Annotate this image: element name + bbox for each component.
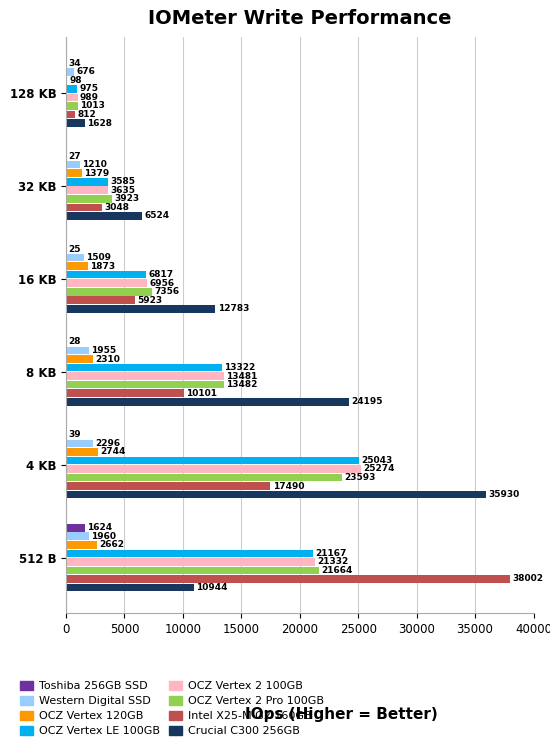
Text: 13481: 13481 [226,372,257,381]
Bar [66,456,359,465]
Text: 35930: 35930 [488,490,520,499]
Bar [66,186,108,194]
Bar [66,271,146,278]
Bar [66,398,349,405]
Text: 21664: 21664 [322,566,353,575]
Bar [66,169,82,177]
Bar [66,491,486,498]
Text: 25: 25 [69,245,81,254]
Text: 1509: 1509 [86,253,111,262]
Bar [66,76,67,84]
Bar [66,381,223,388]
Text: 6956: 6956 [150,279,175,288]
Bar [66,558,315,565]
Bar [66,567,319,574]
Text: 1955: 1955 [91,346,116,355]
Bar [66,288,152,295]
Text: 1210: 1210 [82,160,107,169]
Text: 3923: 3923 [114,194,139,203]
Text: 1873: 1873 [90,262,116,271]
Text: 21332: 21332 [318,557,349,566]
Text: 2296: 2296 [95,439,120,448]
Bar [66,94,78,101]
Bar [66,212,142,220]
Text: 3048: 3048 [104,203,129,212]
Bar [66,102,78,110]
Bar [66,465,361,473]
Bar [66,85,78,93]
Text: 25274: 25274 [364,465,395,473]
Bar [66,203,102,211]
Text: 676: 676 [76,67,95,76]
Bar [66,482,271,490]
Text: 39: 39 [69,430,81,439]
Bar [66,178,108,186]
Text: 13482: 13482 [226,380,257,389]
Text: 2310: 2310 [95,355,120,364]
Text: 989: 989 [80,93,99,102]
Bar [66,583,194,592]
Bar [66,550,314,557]
Text: 98: 98 [69,76,82,85]
Bar [66,541,97,548]
Text: 25043: 25043 [361,456,392,465]
Bar [66,448,98,456]
Text: 2744: 2744 [101,447,126,456]
Bar [66,296,135,304]
Text: 6524: 6524 [145,212,170,221]
Text: 1624: 1624 [87,523,112,533]
Text: 27: 27 [69,152,81,161]
Bar [66,119,85,127]
Text: 23593: 23593 [344,473,376,482]
Text: 17490: 17490 [273,482,304,491]
Text: 3635: 3635 [111,186,136,194]
Text: 13322: 13322 [224,363,255,372]
Bar [66,305,216,313]
Bar [66,390,184,397]
Title: IOMeter Write Performance: IOMeter Write Performance [148,8,452,28]
Text: 3585: 3585 [110,177,135,186]
Bar [66,373,223,380]
Bar [66,111,75,118]
Text: IOps (Higher = Better): IOps (Higher = Better) [245,707,437,722]
Text: 975: 975 [80,85,99,94]
Text: 28: 28 [69,337,81,346]
Legend: Toshiba 256GB SSD, Western Digital SSD, OCZ Vertex 120GB, OCZ Vertex LE 100GB, O: Toshiba 256GB SSD, Western Digital SSD, … [15,676,328,741]
Text: 24195: 24195 [351,397,383,406]
Bar [66,533,89,540]
Bar [66,524,85,532]
Bar [66,346,89,355]
Bar [66,575,510,583]
Y-axis label: File Size: File Size [0,292,4,358]
Text: 34: 34 [69,59,81,68]
Bar [66,263,88,270]
Text: 812: 812 [78,110,97,119]
Text: 2662: 2662 [100,540,124,549]
Text: 1379: 1379 [85,169,109,178]
Bar [66,161,80,168]
Text: 6817: 6817 [148,270,173,279]
Text: 12783: 12783 [218,304,249,313]
Bar [66,355,93,363]
Text: 10101: 10101 [186,389,217,398]
Bar [66,68,74,76]
Bar [66,280,147,287]
Text: 21167: 21167 [316,549,347,558]
Text: 1960: 1960 [91,532,116,541]
Text: 5923: 5923 [138,295,163,304]
Bar [66,440,93,447]
Bar [66,364,222,371]
Bar [66,195,112,203]
Bar [66,254,84,261]
Bar [66,473,342,482]
Text: 1013: 1013 [80,102,105,111]
Text: 38002: 38002 [513,574,543,583]
Text: 10944: 10944 [196,583,228,592]
Text: 1628: 1628 [87,118,112,128]
Text: 7356: 7356 [155,287,179,296]
